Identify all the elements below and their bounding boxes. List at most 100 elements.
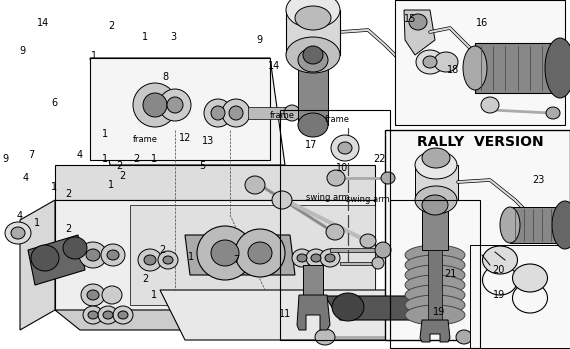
Text: 2: 2	[160, 245, 165, 254]
Ellipse shape	[88, 311, 98, 319]
Ellipse shape	[107, 250, 119, 260]
Text: 9: 9	[256, 35, 262, 45]
Text: swing arm: swing arm	[306, 193, 349, 202]
Ellipse shape	[409, 14, 427, 30]
Ellipse shape	[5, 222, 31, 244]
Ellipse shape	[303, 46, 323, 64]
Text: 1: 1	[103, 154, 108, 164]
Ellipse shape	[546, 107, 560, 119]
Ellipse shape	[86, 249, 100, 261]
Text: 1: 1	[34, 218, 40, 228]
Ellipse shape	[512, 264, 548, 292]
Text: 1: 1	[91, 51, 97, 61]
Ellipse shape	[81, 284, 105, 306]
Ellipse shape	[11, 227, 25, 239]
Text: 16: 16	[475, 18, 488, 28]
Text: 14: 14	[36, 18, 49, 28]
Ellipse shape	[295, 6, 331, 30]
Text: 1: 1	[108, 180, 114, 190]
Ellipse shape	[79, 242, 107, 268]
Bar	[303, 265, 323, 295]
Bar	[298, 60, 328, 125]
Text: 2: 2	[134, 154, 140, 164]
Text: 13: 13	[202, 136, 214, 146]
Ellipse shape	[552, 201, 570, 249]
Ellipse shape	[338, 142, 352, 154]
Ellipse shape	[415, 186, 457, 214]
Text: 1: 1	[151, 154, 157, 164]
Ellipse shape	[434, 52, 458, 72]
Ellipse shape	[298, 48, 328, 72]
Ellipse shape	[292, 249, 312, 267]
Text: 1: 1	[151, 290, 157, 300]
Ellipse shape	[83, 306, 103, 324]
Text: 2: 2	[142, 274, 148, 284]
Ellipse shape	[331, 135, 359, 161]
Polygon shape	[297, 295, 330, 330]
Ellipse shape	[138, 249, 162, 271]
Text: 10: 10	[336, 163, 348, 172]
Bar	[395, 0, 565, 125]
Ellipse shape	[235, 229, 285, 277]
Ellipse shape	[143, 93, 167, 117]
Bar	[390, 200, 480, 348]
Ellipse shape	[197, 226, 253, 280]
Text: 20: 20	[492, 266, 505, 275]
Ellipse shape	[158, 251, 178, 269]
Polygon shape	[405, 305, 465, 325]
Ellipse shape	[133, 83, 177, 127]
Polygon shape	[55, 200, 375, 310]
Text: 1: 1	[142, 32, 148, 42]
Ellipse shape	[211, 106, 225, 120]
Bar	[475, 43, 560, 93]
Text: 1: 1	[103, 129, 108, 139]
Ellipse shape	[422, 195, 448, 215]
Ellipse shape	[416, 50, 444, 74]
Ellipse shape	[456, 330, 472, 344]
Ellipse shape	[31, 245, 59, 271]
Text: 19: 19	[433, 307, 445, 317]
Ellipse shape	[102, 286, 122, 304]
Text: 2: 2	[108, 21, 114, 31]
Text: 4: 4	[17, 211, 23, 221]
Ellipse shape	[372, 257, 384, 269]
Ellipse shape	[63, 237, 87, 259]
Text: 6: 6	[51, 98, 57, 108]
Ellipse shape	[167, 97, 183, 113]
Ellipse shape	[163, 256, 173, 264]
Ellipse shape	[101, 244, 125, 266]
Ellipse shape	[222, 99, 250, 127]
Text: 4: 4	[23, 173, 28, 183]
Text: 5: 5	[200, 161, 205, 171]
Text: 18: 18	[447, 65, 459, 75]
Polygon shape	[405, 255, 465, 275]
Text: 2: 2	[66, 224, 71, 233]
Ellipse shape	[98, 306, 118, 324]
Ellipse shape	[211, 240, 239, 266]
Bar	[280, 110, 390, 340]
Ellipse shape	[297, 254, 307, 262]
Polygon shape	[160, 290, 455, 340]
Bar	[510, 207, 565, 243]
Ellipse shape	[545, 38, 570, 98]
Ellipse shape	[311, 254, 321, 262]
Ellipse shape	[315, 329, 335, 345]
Polygon shape	[90, 58, 270, 160]
Text: 9: 9	[3, 154, 9, 164]
Ellipse shape	[229, 106, 243, 120]
Text: 19: 19	[492, 290, 505, 300]
Polygon shape	[20, 200, 55, 330]
Text: 15: 15	[404, 14, 417, 24]
Text: 7: 7	[234, 255, 239, 265]
Ellipse shape	[482, 246, 518, 274]
Ellipse shape	[381, 172, 395, 184]
Ellipse shape	[159, 89, 191, 121]
Polygon shape	[405, 265, 465, 285]
Text: frame: frame	[133, 135, 158, 144]
Polygon shape	[405, 285, 465, 305]
Text: 7: 7	[28, 150, 34, 160]
Ellipse shape	[306, 249, 326, 267]
Text: 22: 22	[373, 154, 385, 164]
Ellipse shape	[87, 290, 99, 300]
Polygon shape	[325, 296, 445, 320]
